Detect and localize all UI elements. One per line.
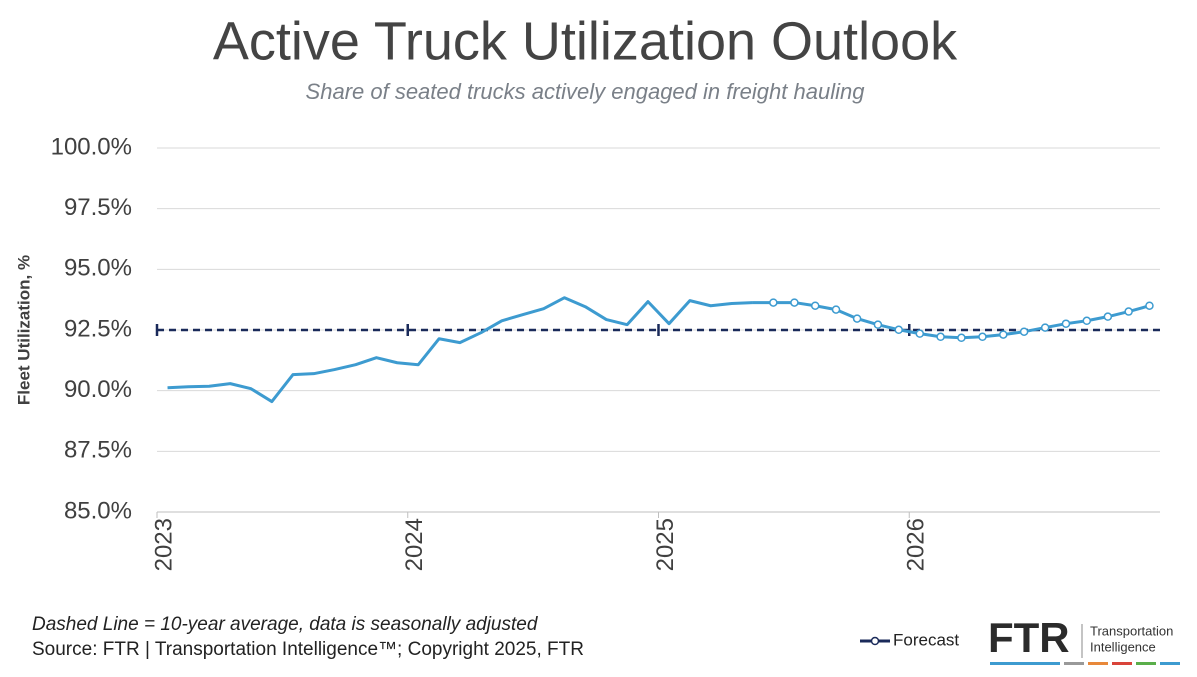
logo-name: FTR [988,614,1070,661]
point-marker [1019,327,1029,336]
note: Dashed Line = 10-year average, data is s… [32,614,539,635]
x-tick-label: 2025 [652,518,679,571]
series-line [167,296,753,404]
x-tick-label: 2026 [903,518,930,571]
y-tick-label: 90.0% [64,376,132,403]
chart-title: Active Truck Utilization Outlook [213,11,958,71]
legend-marker [870,636,880,646]
point-marker [915,329,925,338]
y-axis-label: Fleet Utilization, % [14,255,33,405]
point-marker [1103,312,1113,321]
y-tick-label: 85.0% [64,497,132,524]
y-tick-label: 97.5% [64,194,132,221]
point-marker [873,320,883,329]
chart-subtitle: Share of seated trucks actively engaged … [306,79,866,104]
point-marker [852,314,862,323]
point-marker [936,332,945,342]
point-marker [1145,301,1154,310]
point-marker [999,330,1008,339]
logo-line1: Transportation [1090,623,1173,638]
series-line [773,301,1150,340]
point-marker [769,298,778,307]
point-marker [1040,323,1050,332]
point-marker [978,332,987,342]
logo-bars [990,662,1180,665]
point-marker [1124,307,1133,316]
point-marker [1082,316,1092,326]
point-marker [790,298,799,307]
y-tick-label: 92.5% [64,315,132,342]
point-marker [831,305,841,314]
logo-line2: Intelligence [1090,639,1156,654]
y-tick-label: 87.5% [64,437,132,464]
point-marker [1061,319,1071,328]
x-tick-label: 2023 [150,518,177,571]
point-marker [810,301,820,310]
point-marker [894,325,903,335]
y-tick-label: 100.0% [51,133,132,160]
legend-label: Forecast [893,630,959,649]
source: Source: FTR | Transportation Intelligenc… [32,639,584,660]
y-tick-label: 95.0% [64,255,132,282]
point-marker [957,333,966,343]
x-tick-label: 2024 [401,518,428,571]
